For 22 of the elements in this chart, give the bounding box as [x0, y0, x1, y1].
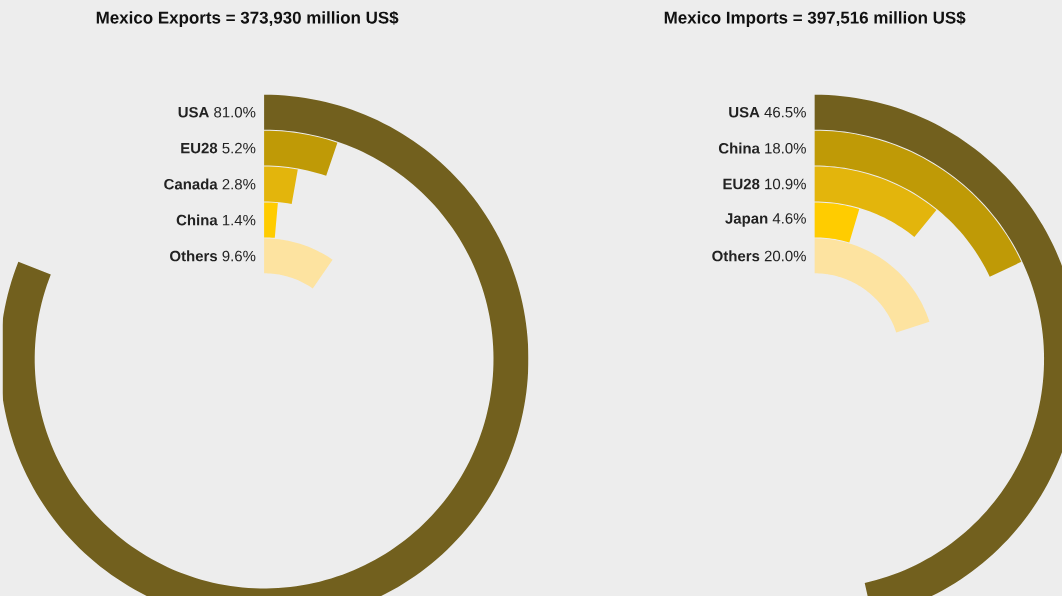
category-label: USA: [178, 106, 209, 118]
text: Mexico Exports = 373,930 million US$: [96, 10, 399, 27]
category-label: EU28: [723, 178, 760, 190]
category-label: Canada: [164, 178, 218, 190]
data-label: 46.5%: [764, 106, 806, 118]
data-label: 4.6%: [772, 212, 806, 224]
category-label: China: [176, 214, 218, 226]
data-label: 9.6%: [222, 250, 256, 262]
data-label: 5.2%: [222, 142, 256, 154]
data-label: 2.8%: [222, 178, 256, 190]
data-label: 20.0%: [764, 250, 806, 262]
category-label: USA: [729, 106, 760, 118]
text: Mexico Imports = 397,516 million US$: [664, 10, 966, 27]
category-label: Others: [712, 250, 760, 262]
category-label: Japan: [725, 213, 768, 227]
category-label: EU28: [181, 142, 218, 154]
category-label: Others: [170, 250, 218, 262]
data-label: 18.0%: [765, 142, 806, 154]
data-label: 10.9%: [765, 178, 806, 190]
category-label: China: [718, 142, 760, 154]
data-label: 81.0%: [214, 106, 256, 118]
data-label: 1.4%: [222, 214, 256, 226]
